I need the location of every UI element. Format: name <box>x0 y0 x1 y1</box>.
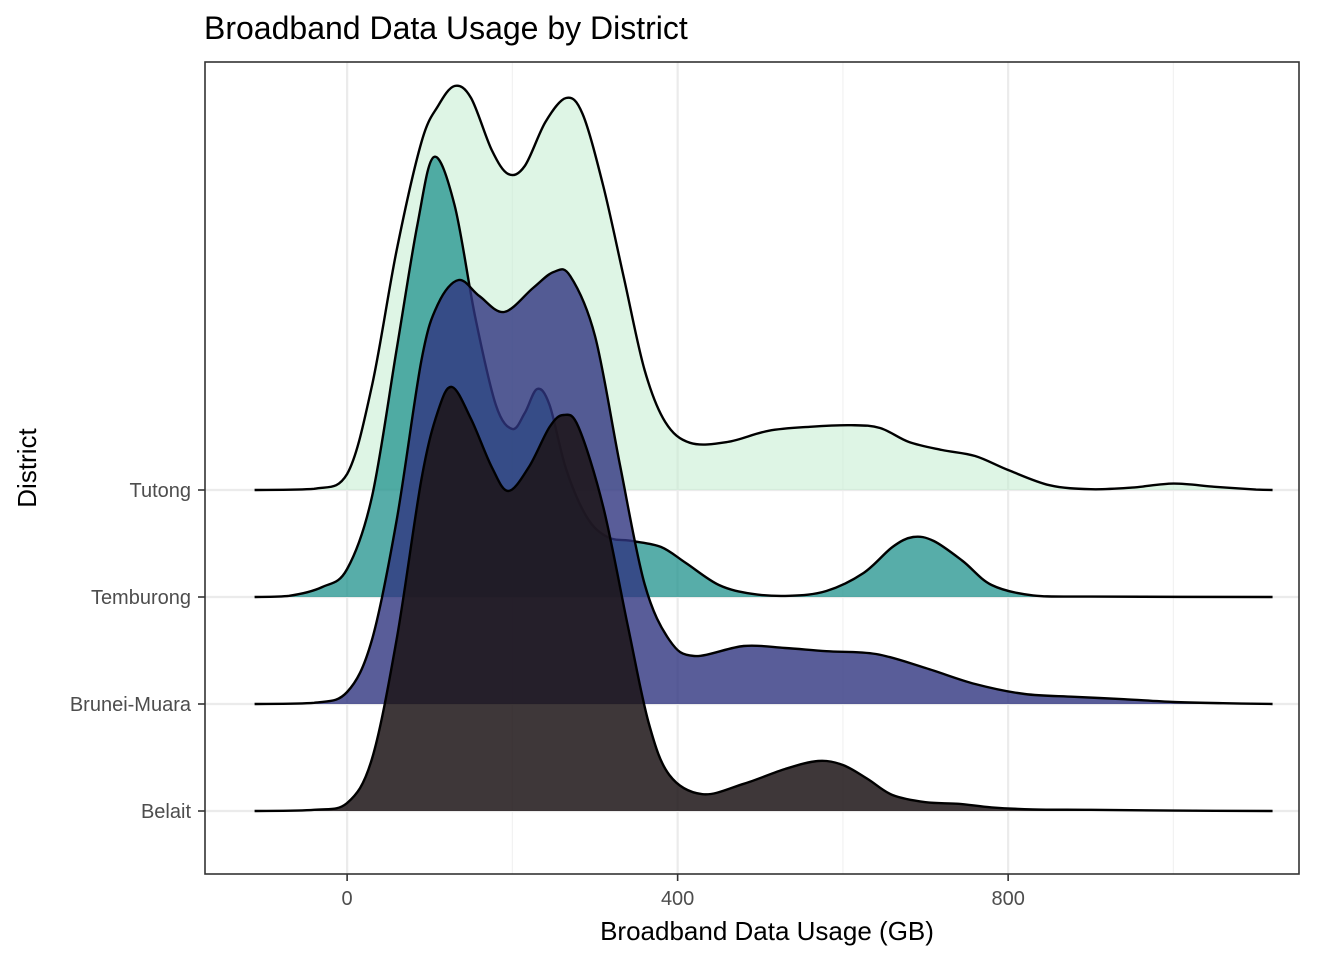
y-tick-label: Belait <box>141 801 191 823</box>
ridges <box>254 84 1273 813</box>
x-tick-label: 800 <box>991 888 1024 910</box>
x-tick-label: 0 <box>342 888 353 910</box>
chart-title: Broadband Data Usage by District <box>204 10 688 46</box>
ridge-outline-belait <box>254 385 1273 813</box>
y-tick-label: Brunei-Muara <box>70 694 192 716</box>
y-tick-label: Temburong <box>91 587 191 609</box>
x-axis: 0 400 800 <box>342 874 1025 910</box>
y-tick-label: Tutong <box>129 480 191 502</box>
ridge-outline-brunei-muara <box>254 268 1273 706</box>
x-axis-title: Broadband Data Usage (GB) <box>600 916 934 946</box>
ridge-area-belait <box>254 386 1273 811</box>
ridge-outline-tutong <box>254 84 1273 492</box>
x-tick-label: 400 <box>661 888 694 910</box>
y-axis-title: District <box>12 428 42 508</box>
panel-border <box>204 61 1300 875</box>
y-axis: Belait Brunei-Muara Temburong Tutong <box>70 480 205 823</box>
